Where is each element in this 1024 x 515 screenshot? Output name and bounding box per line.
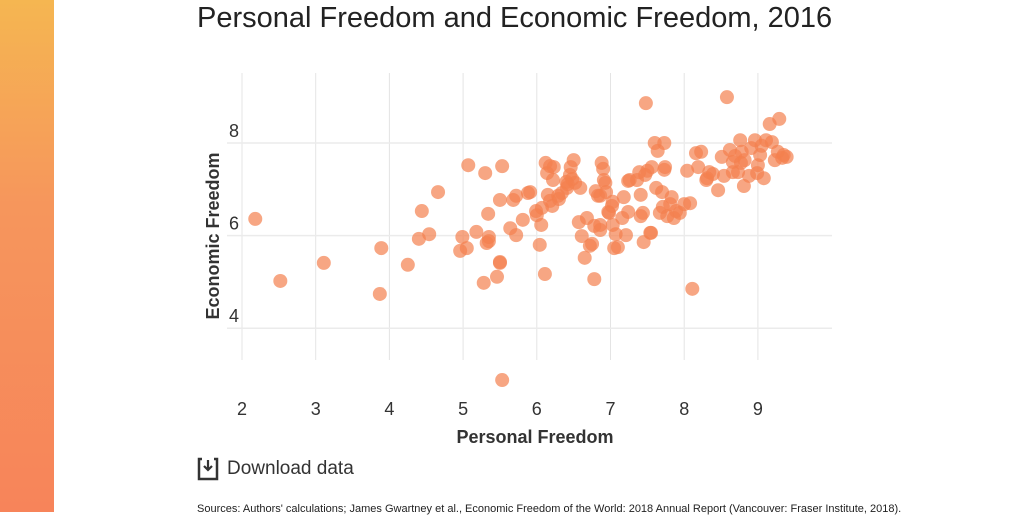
download-label: Download data	[227, 458, 354, 479]
data-point	[680, 163, 695, 178]
data-point	[478, 166, 493, 181]
data-point	[414, 204, 429, 219]
data-point	[537, 267, 552, 282]
data-point	[587, 272, 602, 287]
data-point	[657, 136, 672, 150]
y-tick-label: 4	[229, 306, 239, 326]
data-point	[605, 194, 620, 209]
data-point	[574, 229, 589, 244]
x-tick-label: 9	[753, 399, 763, 419]
data-point	[635, 205, 650, 220]
data-point	[596, 161, 611, 176]
data-point	[593, 223, 608, 238]
data-point	[422, 227, 437, 242]
data-point	[481, 229, 496, 244]
data-point	[610, 240, 625, 255]
data-point	[534, 217, 549, 232]
x-tick-label: 6	[532, 399, 542, 419]
data-point	[621, 204, 636, 219]
data-point	[273, 273, 288, 288]
x-tick-label: 2	[237, 399, 247, 419]
chart-title: Personal Freedom and Economic Freedom, 2…	[197, 2, 833, 34]
data-point	[577, 250, 592, 265]
data-point	[532, 237, 547, 252]
data-point	[750, 166, 765, 181]
data-point	[616, 190, 631, 205]
data-point	[492, 192, 507, 207]
data-point	[509, 188, 524, 203]
data-point	[655, 185, 670, 200]
data-point	[590, 188, 605, 203]
download-data-button[interactable]: Download data	[197, 457, 354, 481]
data-point	[248, 211, 263, 226]
data-point	[374, 241, 389, 256]
data-point	[608, 227, 623, 242]
data-point	[495, 159, 510, 174]
data-point	[685, 281, 700, 296]
y-tick-label: 8	[229, 121, 239, 141]
data-point	[495, 373, 510, 388]
download-icon	[197, 457, 219, 481]
data-point	[400, 257, 415, 272]
data-point	[638, 96, 653, 111]
data-point	[573, 180, 588, 195]
data-point	[515, 212, 530, 227]
data-point	[546, 173, 561, 188]
data-point	[725, 154, 740, 169]
data-point	[459, 241, 474, 256]
y-axis-label: Economic Freedom	[203, 152, 223, 319]
data-point	[722, 142, 737, 157]
data-point	[543, 159, 558, 174]
data-point	[523, 185, 538, 200]
data-point	[618, 228, 633, 243]
x-axis-label: Personal Freedom	[456, 427, 613, 447]
data-point	[490, 269, 505, 284]
data-point	[683, 196, 698, 211]
data-point	[469, 224, 484, 239]
data-point	[509, 228, 524, 243]
data-point	[455, 229, 470, 244]
data-point	[644, 160, 659, 175]
data-point	[702, 165, 717, 180]
x-tick-label: 8	[679, 399, 689, 419]
x-tick-label: 7	[605, 399, 615, 419]
data-point	[551, 188, 566, 203]
data-point	[633, 187, 648, 202]
data-point	[644, 225, 659, 240]
data-point	[481, 206, 496, 221]
x-tick-label: 5	[458, 399, 468, 419]
data-point	[711, 183, 726, 198]
data-point	[461, 158, 476, 173]
data-point	[566, 153, 581, 168]
data-point	[431, 185, 446, 200]
y-tick-label: 6	[229, 214, 239, 234]
data-point	[719, 90, 734, 105]
data-point	[476, 275, 491, 290]
data-point	[691, 160, 706, 175]
x-tick-label: 4	[384, 399, 394, 419]
data-point	[372, 286, 387, 301]
x-tick-label: 3	[311, 399, 321, 419]
data-point	[316, 255, 331, 270]
data-point	[779, 149, 794, 164]
data-point	[658, 160, 673, 175]
data-point	[694, 144, 709, 159]
sidebar-gradient	[0, 0, 54, 512]
sources-note: Sources: Authors' calculations; James Gw…	[197, 503, 902, 515]
data-point	[772, 111, 787, 126]
data-point	[733, 133, 748, 148]
data-point	[492, 255, 507, 270]
data-point	[585, 236, 600, 251]
